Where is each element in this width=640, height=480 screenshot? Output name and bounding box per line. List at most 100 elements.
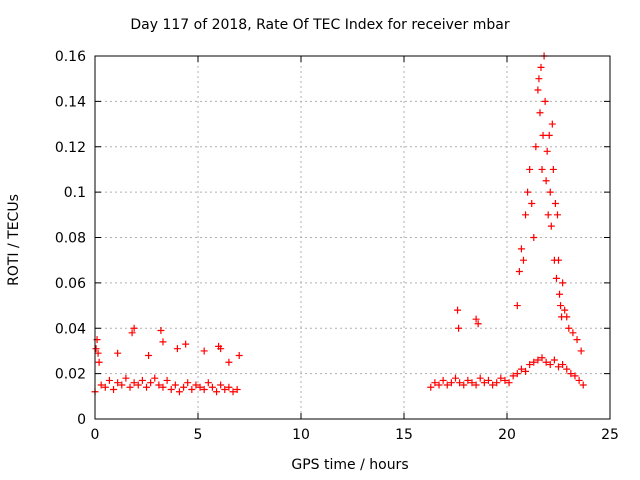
data-point <box>555 363 562 371</box>
data-point <box>101 383 109 391</box>
data-point <box>221 386 229 394</box>
data-point <box>539 131 547 139</box>
data-point <box>489 381 497 389</box>
x-tick-label: 25 <box>601 427 619 443</box>
data-point <box>555 256 562 264</box>
data-point <box>217 381 225 389</box>
data-point <box>559 361 567 369</box>
data-point <box>167 386 175 394</box>
data-point <box>553 211 561 219</box>
y-tick-label: 0.02 <box>55 367 86 383</box>
data-point <box>546 188 554 196</box>
data-point <box>134 381 142 389</box>
data-point <box>538 354 546 362</box>
data-point <box>192 381 200 389</box>
data-point <box>200 386 208 394</box>
data-point <box>536 109 544 117</box>
data-point <box>534 356 542 364</box>
data-point <box>114 379 122 387</box>
data-point <box>456 379 464 387</box>
data-point <box>118 381 126 389</box>
y-tick-label: 0.16 <box>55 49 86 65</box>
y-tick-label: 0.06 <box>55 276 86 292</box>
data-point <box>188 386 196 394</box>
data-point <box>541 97 549 105</box>
data-point <box>225 358 233 366</box>
data-point <box>175 388 183 396</box>
y-tick-label: 0.08 <box>55 231 86 247</box>
data-point <box>548 120 556 128</box>
data-point <box>545 131 553 139</box>
x-tick-label: 5 <box>194 427 203 443</box>
data-point <box>528 199 536 207</box>
data-point <box>180 383 188 391</box>
data-point <box>184 379 192 387</box>
data-point <box>447 379 455 387</box>
data-point <box>556 290 564 298</box>
x-tick-label: 20 <box>498 427 516 443</box>
data-point <box>567 370 575 378</box>
y-tick-label: 0 <box>77 412 86 428</box>
data-point <box>575 376 583 384</box>
data-point <box>204 379 212 387</box>
data-point <box>549 165 557 173</box>
data-point <box>208 383 216 391</box>
data-point <box>171 381 179 389</box>
data-point <box>542 177 550 185</box>
data-point <box>431 379 439 387</box>
data-point <box>551 199 559 207</box>
data-point <box>480 379 488 387</box>
data-point <box>547 222 555 230</box>
data-point <box>159 338 167 346</box>
x-tick-label: 0 <box>91 427 100 443</box>
x-tick-label: 15 <box>395 427 413 443</box>
x-axis-label: GPS time / hours <box>291 457 409 473</box>
data-point <box>497 374 505 382</box>
data-point <box>114 349 122 357</box>
data-point <box>522 367 530 375</box>
data-point <box>213 388 221 396</box>
data-point <box>147 379 155 387</box>
data-point <box>460 381 468 389</box>
data-point <box>225 383 233 391</box>
data-point <box>559 279 567 287</box>
data-point <box>526 165 534 173</box>
data-point <box>163 376 171 384</box>
data-point <box>530 234 538 241</box>
data-point <box>569 329 577 337</box>
data-point <box>557 302 565 310</box>
data-point <box>522 211 530 219</box>
data-point <box>517 365 525 373</box>
data-point <box>126 383 134 391</box>
data-point <box>143 383 150 391</box>
data-point <box>443 381 451 389</box>
data-point <box>573 336 581 344</box>
data-point <box>145 351 153 359</box>
data-point <box>543 147 551 155</box>
y-tick-label: 0.14 <box>55 94 86 110</box>
data-point <box>571 372 579 380</box>
data-point <box>455 324 463 332</box>
data-point <box>105 376 113 384</box>
data-point <box>537 63 545 71</box>
chart-title: Day 117 of 2018, Rate Of TEC Index for r… <box>130 17 510 33</box>
axis-ticks: 0 5 10 15 20 25 0 0.02 0.04 0.06 0.08 0.1 0.12 0.14 0.… <box>55 49 619 443</box>
data-point <box>538 165 546 173</box>
data-point <box>526 361 534 369</box>
data-points <box>91 52 587 396</box>
data-point <box>157 327 165 335</box>
data-point <box>532 143 540 151</box>
data-point <box>524 188 532 196</box>
data-point <box>513 370 521 378</box>
data-point <box>535 75 543 83</box>
data-point <box>130 379 138 387</box>
data-point <box>552 274 560 282</box>
data-point <box>542 358 550 366</box>
data-point <box>130 324 138 332</box>
data-point <box>196 383 204 391</box>
data-point <box>476 374 484 382</box>
data-point <box>122 374 130 382</box>
data-point <box>505 379 513 387</box>
data-point <box>530 358 538 366</box>
data-point <box>544 211 552 219</box>
